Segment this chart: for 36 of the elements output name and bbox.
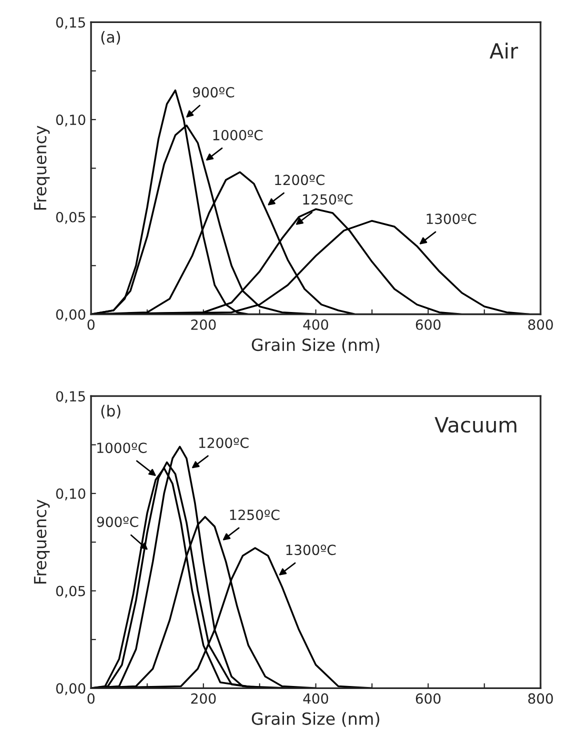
x-axis-title: Grain Size (nm) bbox=[252, 712, 380, 727]
annotation: (b) bbox=[101, 404, 120, 418]
annotation: 1200ºC bbox=[199, 438, 249, 448]
x-tick-label: 200 bbox=[191, 693, 216, 704]
y-axis-title: Frequency bbox=[34, 126, 50, 210]
x-tick-label: 200 bbox=[191, 319, 216, 330]
annotation: 1250ºC bbox=[230, 510, 280, 520]
x-axis-title: Grain Size (nm) bbox=[252, 338, 380, 354]
annotation: 900ºC bbox=[97, 516, 138, 528]
annotation: Air bbox=[490, 42, 518, 58]
y-tick-label: 0,10 bbox=[56, 488, 86, 500]
annotation: 1000ºC bbox=[213, 130, 263, 140]
annotation: 900ºC bbox=[192, 87, 234, 98]
annotation: 1250ºC bbox=[303, 194, 352, 205]
x-tick-label: 400 bbox=[303, 319, 328, 330]
x-tick-label: 0 bbox=[88, 319, 95, 330]
x-tick-label: 600 bbox=[416, 319, 441, 330]
annotation: Vacuum bbox=[434, 417, 516, 433]
y-tick-label: 0,15 bbox=[56, 17, 85, 30]
annotation: 1000ºC bbox=[97, 442, 147, 454]
y-tick-label: 0,05 bbox=[56, 212, 85, 224]
y-tick-label: 0,05 bbox=[56, 586, 85, 598]
y-tick-label: 0,00 bbox=[56, 309, 86, 322]
annotation: 1200ºC bbox=[275, 174, 324, 186]
x-tick-label: 600 bbox=[416, 693, 441, 704]
y-tick-label: 0,10 bbox=[56, 114, 86, 126]
annotation: (a) bbox=[101, 30, 120, 45]
y-axis-title: Frequency bbox=[34, 500, 50, 584]
x-tick-label: 800 bbox=[528, 319, 553, 330]
x-tick-label: 800 bbox=[528, 693, 553, 704]
x-tick-label: 400 bbox=[303, 693, 328, 704]
annotation: 1300ºC bbox=[426, 214, 476, 224]
y-tick-label: 0,00 bbox=[56, 683, 86, 696]
annotation: 1300ºC bbox=[286, 544, 336, 556]
y-tick-label: 0,15 bbox=[56, 391, 85, 403]
x-tick-label: 0 bbox=[88, 693, 95, 704]
